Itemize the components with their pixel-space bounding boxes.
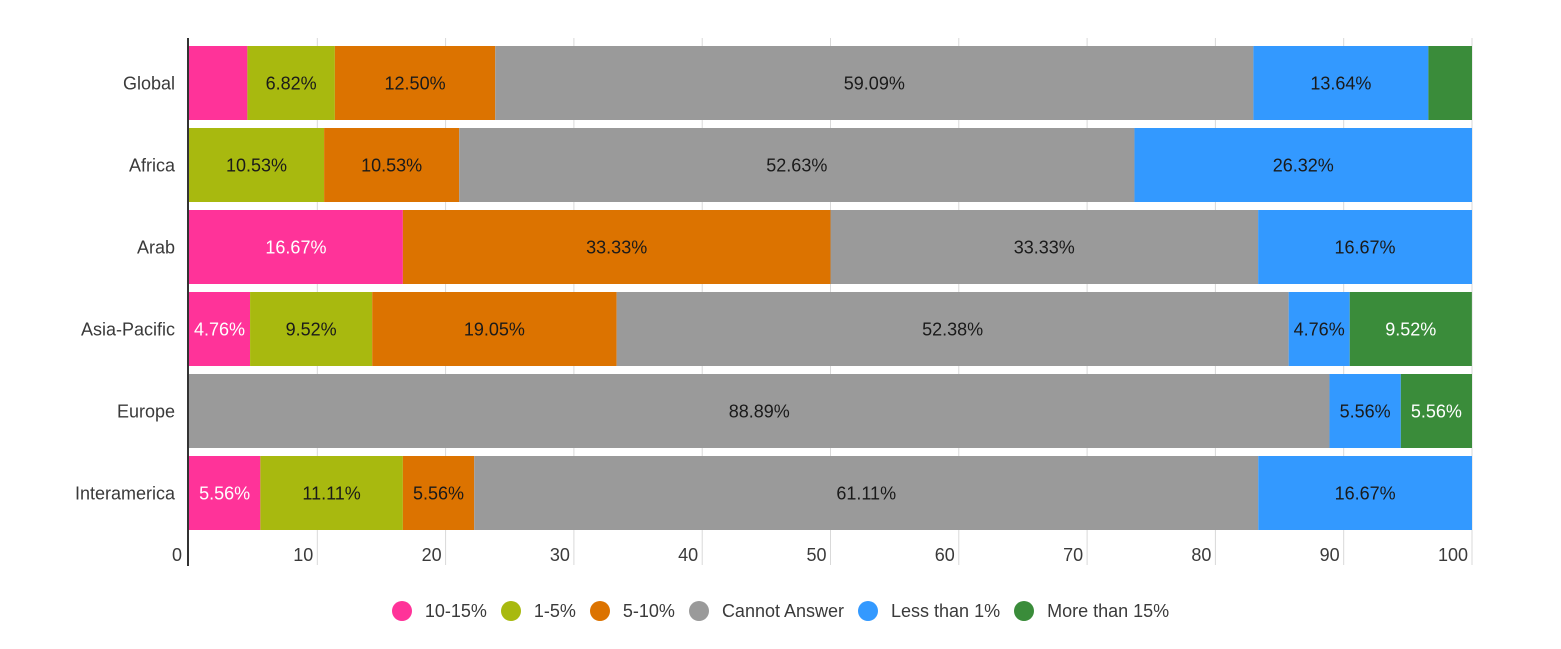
bar-segment <box>1134 128 1472 202</box>
data-label: 5.56% <box>1340 402 1391 422</box>
x-tick-label: 90 <box>1320 545 1340 565</box>
data-label: 61.11% <box>836 484 896 504</box>
data-label: 33.33% <box>586 238 647 258</box>
category-label: Africa <box>129 156 176 176</box>
category-label: Interamerica <box>75 484 176 504</box>
legend-label: 10-15% <box>424 600 487 621</box>
x-tick-label: 60 <box>935 545 955 565</box>
x-tick-label: 80 <box>1191 545 1211 565</box>
data-label: 16.67% <box>1335 238 1396 258</box>
category-label: Asia-Pacific <box>81 320 175 340</box>
bar-segment <box>189 128 325 202</box>
data-label: 19.05% <box>464 320 525 340</box>
bar-segment <box>1400 374 1472 448</box>
data-label: 10.53% <box>361 156 422 176</box>
data-label: 5.56% <box>199 484 250 504</box>
data-label: 4.76% <box>194 320 245 340</box>
legend-item: 5-10% <box>589 600 675 622</box>
legend-label: Less than 1% <box>891 600 1001 621</box>
legend-swatch <box>500 601 521 621</box>
bar-segment <box>250 292 373 366</box>
legend-item: 10-15% <box>391 600 487 622</box>
bar-segment <box>334 46 496 120</box>
legend-item: More than 15% <box>1014 601 1169 622</box>
bar-segment <box>1349 292 1472 366</box>
x-tick-label: 70 <box>1063 545 1083 565</box>
x-tick-label: 10 <box>293 545 313 565</box>
x-tick-label: 20 <box>422 545 442 565</box>
legend: 10-15% 1-5% 5-10% Cannot Answer Less than 1%… <box>0 596 1561 626</box>
x-tick-label: 30 <box>550 545 570 565</box>
bar-segment <box>402 210 831 284</box>
bar-segment <box>189 210 403 284</box>
data-label: 26.32% <box>1273 156 1334 176</box>
legend-label: More than 15% <box>1047 600 1170 621</box>
legend-label: 5-10% <box>622 600 675 621</box>
bar-segment <box>324 128 460 202</box>
legend-label: 1-5% <box>533 600 576 621</box>
bar-segment <box>495 46 1254 120</box>
data-label: 13.64% <box>1310 74 1371 94</box>
bar-segment <box>830 210 1259 284</box>
data-label: 10.53% <box>226 156 287 176</box>
bar-segment <box>616 292 1289 366</box>
bar-segment <box>402 456 475 530</box>
data-label: 5.56% <box>1411 402 1462 422</box>
bar-segment <box>247 46 335 120</box>
category-label: Arab <box>137 238 175 258</box>
legend-item: Less than 1% <box>858 601 1000 622</box>
bar-segment <box>1258 456 1472 530</box>
bar-segment <box>189 292 251 366</box>
legend-swatch <box>589 601 610 621</box>
data-label: 9.52% <box>1385 320 1436 340</box>
data-label: 16.67% <box>265 238 326 258</box>
legend-item: Cannot Answer <box>688 600 845 622</box>
category-label: Global <box>123 74 175 94</box>
x-tick-label: 100 <box>1438 545 1468 565</box>
bar-segment <box>459 128 1135 202</box>
data-label: 52.63% <box>766 156 827 176</box>
legend-swatch <box>858 601 879 621</box>
legend-swatch <box>1014 601 1035 621</box>
data-label: 12.50% <box>385 74 446 94</box>
bar-segment <box>189 456 261 530</box>
data-label: 33.33% <box>1014 238 1075 258</box>
data-label: 16.67% <box>1335 484 1396 504</box>
bar-segment <box>189 374 1330 448</box>
data-label: 88.89% <box>729 402 790 422</box>
category-label: Europe <box>117 402 175 422</box>
bar-segment <box>1253 46 1429 120</box>
legend-swatch <box>688 601 709 621</box>
bar-segment <box>1428 46 1472 120</box>
data-label: 6.82% <box>266 74 317 94</box>
data-label: 4.76% <box>1294 320 1345 340</box>
bar-segment <box>1258 210 1472 284</box>
legend-swatch <box>391 601 412 621</box>
bar-segment <box>1329 374 1401 448</box>
bar-segment <box>189 46 248 120</box>
legend-item: 1-5% <box>500 600 576 622</box>
data-label: 59.09% <box>844 74 905 94</box>
bar-segment <box>474 456 1259 530</box>
data-label: 11.11% <box>302 484 360 504</box>
data-label: 5.56% <box>413 484 464 504</box>
x-tick-label: 40 <box>678 545 698 565</box>
x-tick-label: 50 <box>806 545 826 565</box>
bar-segment <box>1288 292 1350 366</box>
bar-segment <box>260 456 403 530</box>
x-tick-label: 0 <box>172 545 182 565</box>
legend-label: Cannot Answer <box>721 600 845 621</box>
data-label: 9.52% <box>286 320 337 340</box>
data-label: 52.38% <box>922 320 983 340</box>
bar-segment <box>372 292 617 366</box>
